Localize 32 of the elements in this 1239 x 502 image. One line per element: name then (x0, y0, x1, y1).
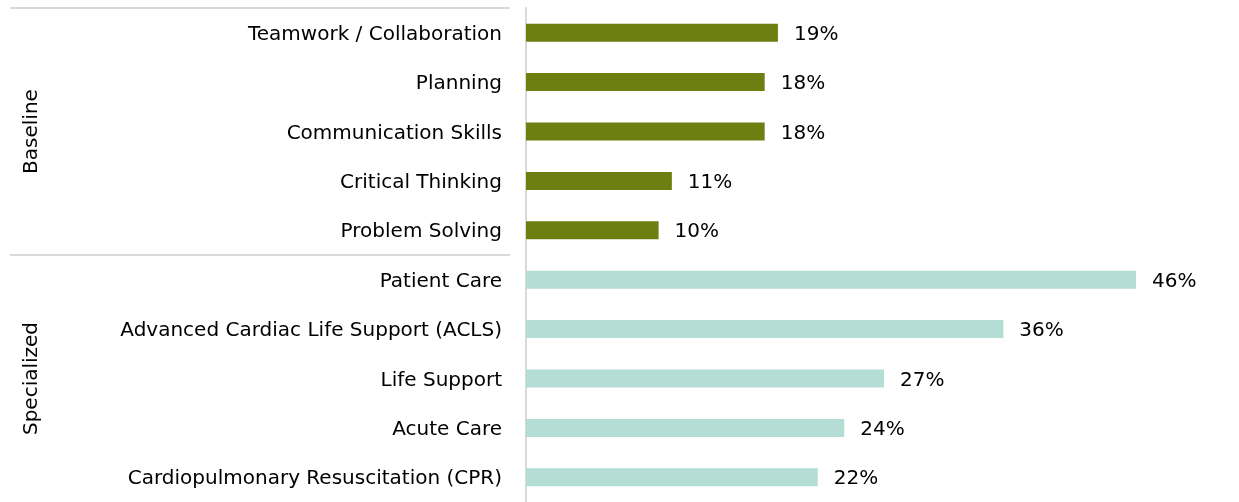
data-label: 18% (780, 119, 826, 144)
y-tick-label: Communication Skills (286, 119, 502, 144)
bar (526, 320, 1004, 339)
data-label: 36% (1019, 317, 1064, 342)
data-label: 10% (674, 218, 720, 243)
y-tick-label: Critical Thinking (340, 168, 502, 193)
text: Baseline (18, 89, 42, 174)
y-tick-label: Life Support (380, 366, 503, 391)
data-label: 19% (793, 20, 839, 45)
bar (526, 73, 765, 92)
data-label: 46% (1151, 267, 1197, 292)
bar (526, 418, 845, 437)
y-tick-label: Planning (415, 70, 502, 95)
y-tick-label: Acute Care (392, 415, 502, 440)
data-label: 18% (780, 70, 826, 95)
bar (526, 171, 672, 190)
y-tick-label: Patient Care (379, 267, 502, 292)
y-tick-label: Problem Solving (340, 218, 502, 243)
y-tick-label: Cardiopulmonary Resuscitation (CPR) (127, 465, 502, 490)
data-label: 24% (860, 415, 905, 440)
bar (526, 23, 778, 42)
bar (526, 221, 659, 240)
data-label: 11% (687, 168, 733, 193)
bar (526, 369, 885, 388)
y-tick-label: Teamwork / Collaboration (246, 20, 502, 45)
bar (526, 122, 765, 141)
bar (526, 270, 1136, 289)
data-label: 27% (900, 366, 945, 391)
text: Specialized (18, 321, 42, 436)
data-label: 22% (833, 465, 879, 490)
y-tick-label: Advanced Cardiac Life Support (ACLS) (120, 317, 502, 342)
bar (526, 468, 818, 487)
